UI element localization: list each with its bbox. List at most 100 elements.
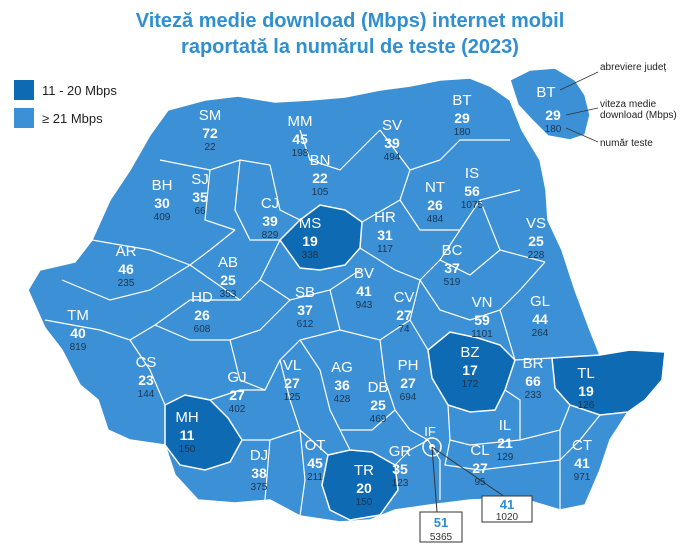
county-code-gr: GR <box>389 443 412 460</box>
county-code-vl: VL <box>283 357 301 374</box>
county-speed-vl: 27 <box>284 375 300 391</box>
county-tests-cv: 74 <box>398 324 410 335</box>
county-speed-tl: 19 <box>578 383 594 399</box>
county-code-if: IF <box>424 424 436 439</box>
county-tests-is: 1075 <box>461 200 484 211</box>
if-leader-line <box>431 446 506 498</box>
bt-inset-tests: 180 <box>545 124 562 135</box>
county-speed-bn: 22 <box>312 170 328 186</box>
county-code-br: BR <box>523 355 544 372</box>
county-tests-sm: 22 <box>204 142 216 153</box>
county-code-bc: BC <box>442 242 463 259</box>
county-speed-is: 56 <box>464 183 480 199</box>
county-code-mh: MH <box>175 409 198 426</box>
county-speed-ot: 45 <box>307 455 323 471</box>
county-speed-bh: 30 <box>154 195 170 211</box>
county-code-ab: AB <box>218 254 238 271</box>
map-title-line2: raportată la numărul de teste (2023) <box>181 36 519 58</box>
legend-item-low: 11 - 20 Mbps <box>14 80 117 100</box>
key-tests: număr teste <box>600 138 653 149</box>
county-tests-vn: 1101 <box>471 329 493 340</box>
county-code-bt: BT <box>452 92 471 109</box>
county-speed-bc: 37 <box>444 260 460 276</box>
b-callout-box <box>419 511 463 543</box>
county-tests-ms: 338 <box>302 250 319 261</box>
key-speed: viteza medie download (Mbps) <box>600 99 677 121</box>
county-speed-mh: 11 <box>180 427 195 443</box>
county-tests-mh: 150 <box>179 444 196 455</box>
county-code-mm: MM <box>288 113 313 130</box>
county-tests-nt: 484 <box>427 214 444 225</box>
tr-shape <box>321 449 399 521</box>
county-speed-bv: 41 <box>356 283 372 299</box>
county-speed-tr: 20 <box>356 480 372 496</box>
county-code-ag: AG <box>331 359 353 376</box>
county-code-cj: CJ <box>261 195 279 212</box>
key-line-tests <box>565 127 599 143</box>
county-tests-if: 1020 <box>496 512 519 523</box>
county-code-vs: VS <box>526 215 546 232</box>
county-speed-ph: 27 <box>400 375 416 391</box>
county-code-cv: CV <box>394 289 415 306</box>
county-code-dj: DJ <box>250 447 268 464</box>
county-tests-bv: 943 <box>356 300 373 311</box>
bt-inset-shape <box>509 67 591 141</box>
county-speed-nt: 26 <box>427 197 443 213</box>
county-speed-hr: 31 <box>377 227 393 243</box>
county-tests-gr: 123 <box>392 478 409 489</box>
county-tests-hd: 608 <box>194 324 211 335</box>
county-tests-bt: 180 <box>454 127 471 138</box>
county-code-hd: HD <box>191 289 213 306</box>
county-tests-bc: 519 <box>444 277 461 288</box>
county-tests-db: 469 <box>370 414 387 425</box>
county-speed-sj: 35 <box>192 189 208 205</box>
county-tests-ot: 211 <box>307 472 323 483</box>
county-code-bv: BV <box>354 265 374 282</box>
county-tests-cl: 95 <box>474 477 486 488</box>
county-code-vn: VN <box>472 294 493 311</box>
county-tests-ph: 694 <box>400 392 417 403</box>
county-code-hr: HR <box>374 209 396 226</box>
county-speed-bz: 17 <box>462 362 478 378</box>
county-speed-mm: 45 <box>292 131 308 147</box>
county-speed-b: 51 <box>434 515 448 530</box>
county-code-sb: SB <box>295 284 315 301</box>
b-leader-line <box>431 446 438 513</box>
county-speed-sm: 72 <box>202 125 218 141</box>
county-code-ar: AR <box>116 243 137 260</box>
county-tests-gl: 264 <box>532 328 549 339</box>
county-speed-cl: 27 <box>472 460 488 476</box>
county-code-ms: MS <box>299 215 322 232</box>
county-tests-gj: 402 <box>229 404 246 415</box>
county-speed-tm: 40 <box>70 325 86 341</box>
ms-shape <box>279 204 363 271</box>
county-tests-ar: 235 <box>118 278 135 289</box>
county-speed-if: 41 <box>500 497 514 512</box>
county-code-cl: CL <box>470 442 489 459</box>
county-speed-cj: 39 <box>262 213 278 229</box>
county-code-sm: SM <box>199 107 222 124</box>
county-speed-cv: 27 <box>396 307 412 323</box>
if-callout-box <box>481 495 533 523</box>
county-tests-bz: 172 <box>462 379 479 390</box>
county-tests-tr: 150 <box>356 497 373 508</box>
county-speed-vs: 25 <box>528 233 544 249</box>
county-speed-bt: 29 <box>454 110 470 126</box>
tl-shape <box>551 349 666 416</box>
legend-label-high: ≥ 21 Mbps <box>42 110 103 126</box>
county-tests-vl: 125 <box>284 392 301 403</box>
county-speed-vn: 59 <box>474 312 490 328</box>
county-code-tm: TM <box>67 307 89 324</box>
county-tests-sb: 612 <box>297 319 314 330</box>
county-code-is: IS <box>465 165 479 182</box>
county-tests-dj: 375 <box>251 482 268 493</box>
county-speed-sb: 37 <box>297 302 313 318</box>
bt-inset-speed: 29 <box>545 107 561 123</box>
county-tests-b: 5365 <box>430 532 453 543</box>
county-tests-ct: 971 <box>574 472 591 483</box>
key-abbrev: abreviere județ <box>600 62 667 73</box>
county-speed-br: 66 <box>525 373 541 389</box>
county-code-bn: BN <box>310 152 331 169</box>
county-speed-ms: 19 <box>302 233 318 249</box>
county-tests-il: 129 <box>497 452 514 463</box>
